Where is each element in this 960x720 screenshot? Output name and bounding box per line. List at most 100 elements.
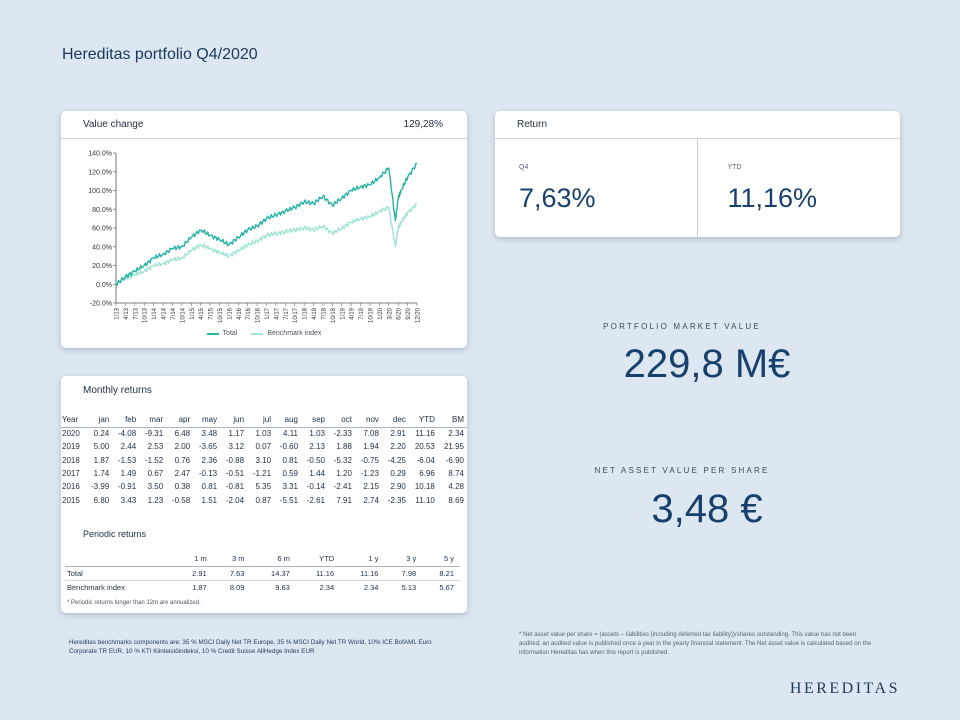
monthly-header-cell: nov [354,414,382,428]
return-q4-label: Q4 [519,164,529,171]
y-tick-label: 140.0% [88,151,112,158]
monthly-cell: 1.74 [93,469,110,479]
y-tick-label: 20.0% [92,263,112,270]
return-title: Return [517,119,548,130]
x-tick-label: 9/20 [406,307,412,319]
periodic-cell: 11.16 [340,566,385,581]
periodic-title: Periodic returns [83,529,147,539]
nav-value: 3,48 € [651,487,763,531]
y-tick-label: 100.0% [88,188,112,195]
monthly-cell: 6.96 [419,469,435,479]
monthly-cell: 6.48 [174,429,191,439]
monthly-cell: 6.80 [93,495,110,505]
periodic-cell: 11.16 [295,566,341,581]
periodic-header-cell [65,554,175,567]
monthly-cell: -1.52 [144,455,164,465]
monthly-cell: -2.41 [333,482,352,492]
monthly-cell: 0.81 [201,482,218,492]
periodic-cell: 2.91 [175,566,213,581]
monthly-cell: 8.69 [448,495,464,505]
monthly-cell: 1.88 [336,442,352,452]
monthly-cell: 3.50 [147,482,164,492]
value-change-header: Value change 129,28% [61,111,467,139]
monthly-cell: 0.76 [174,455,191,465]
return-ytd: YTD 11,16% [698,139,901,237]
periodic-cell: 2.34 [340,580,385,594]
monthly-cell: 2.74 [363,495,379,505]
monthly-cell: 2.13 [309,442,325,452]
monthly-cell: 2.00 [174,442,191,452]
monthly-cell: -1.53 [117,455,137,465]
monthly-cell: -1.23 [360,469,379,479]
monthly-cell: -2.35 [387,495,406,505]
monthly-row: 2019 5.00 2.44 2.53 2.00 -3.65 3.12 0.07 -0.60 2.… [61,440,467,453]
monthly-cell: 1.23 [147,495,164,505]
monthly-cell: -2.61 [306,495,325,505]
y-tick-label: 120.0% [88,169,112,176]
x-tick-label: 1/14 [152,307,158,319]
x-tick-label: 7/18 [321,307,327,319]
periodic-header-cell: 3 m [212,554,251,567]
periodic-cell: 8.21 [422,566,460,581]
x-tick-label: 4/16 [237,307,243,319]
x-tick-label: 6/20 [397,307,403,319]
monthly-cell: -3.65 [198,442,218,452]
periodic-header-cell: 1 m [175,554,213,567]
periodic-cell: 7.63 [212,566,251,581]
x-tick-label: 10/19 [368,307,374,323]
monthly-header: Monthly returns [61,376,467,404]
periodic-cell: 7.98 [384,566,423,581]
monthly-cell: 2.47 [174,469,191,479]
monthly-header-cell: sep [301,414,328,428]
monthly-cell: -6.90 [445,455,464,465]
x-tick-label: 1/15 [190,307,196,319]
monthly-cell: 0.07 [255,442,272,452]
monthly-cell: 2.91 [390,429,406,439]
x-tick-label: 1/16 [227,307,233,319]
monthly-cell: -0.13 [198,469,218,479]
monthly-cell: 1.20 [336,469,352,479]
x-tick-label: 10/17 [293,307,299,323]
monthly-cell: 2.90 [390,482,406,492]
monthly-cell: 0.59 [282,469,299,479]
monthly-header-cell: aug [274,414,302,428]
monthly-cell: 5.35 [255,482,272,492]
monthly-cell: -2.33 [333,429,352,439]
monthly-cell: 3.10 [255,455,272,465]
monthly-cell: 11.10 [415,495,435,505]
series-line-benchmark [115,202,418,287]
periodic-cell: 14.37 [250,566,296,581]
return-q4: Q4 7,63% [495,139,698,237]
monthly-cell: 1.51 [201,495,218,505]
monthly-cell: 2018 [62,455,80,465]
monthly-cell: 20.53 [414,442,435,452]
monthly-cell: -0.81 [225,482,245,492]
monthly-header-cell: oct [327,414,355,428]
monthly-cell: 21.95 [443,442,464,452]
monthly-cell: -0.88 [225,455,245,465]
periodic-note: * Periodic returns longer than 12m are a… [67,600,201,606]
return-q4-value: 7,63% [519,183,596,213]
x-tick-label: 4/19 [350,307,356,319]
periodic-cell: Total [65,566,175,581]
x-tick-label: 1/20 [378,307,384,319]
legend-label-benchmark: Benchmark index [267,330,322,337]
monthly-header-row: Year jan feb mar apr may jun jul aug sep oct nov dec… [61,414,467,428]
monthly-cell: 11.16 [415,429,435,439]
monthly-cell: 7.91 [336,495,352,505]
monthly-cell: 2020 [62,429,80,439]
monthly-header-cell: feb [112,414,140,428]
y-tick-label: 80.0% [92,207,112,214]
return-ytd-value: 11,16% [727,183,818,213]
monthly-cell: -3.99 [91,482,110,492]
monthly-cell: 1.44 [309,469,325,479]
legend-swatch-benchmark [251,332,264,335]
monthly-row: 2017 1.74 1.49 0.67 2.47 -0.13 -0.51 -1.21 0.59 1… [61,467,467,480]
periodic-cell: 2.34 [295,580,341,594]
chart-legend: Total Benchmark index [61,330,467,337]
monthly-cell: 0.81 [282,455,299,465]
value-change-title: Value change [83,119,144,130]
periodic-header-cell: 1 y [340,554,385,567]
legend-swatch-total [206,332,219,335]
x-tick-label: 10/14 [180,307,186,323]
